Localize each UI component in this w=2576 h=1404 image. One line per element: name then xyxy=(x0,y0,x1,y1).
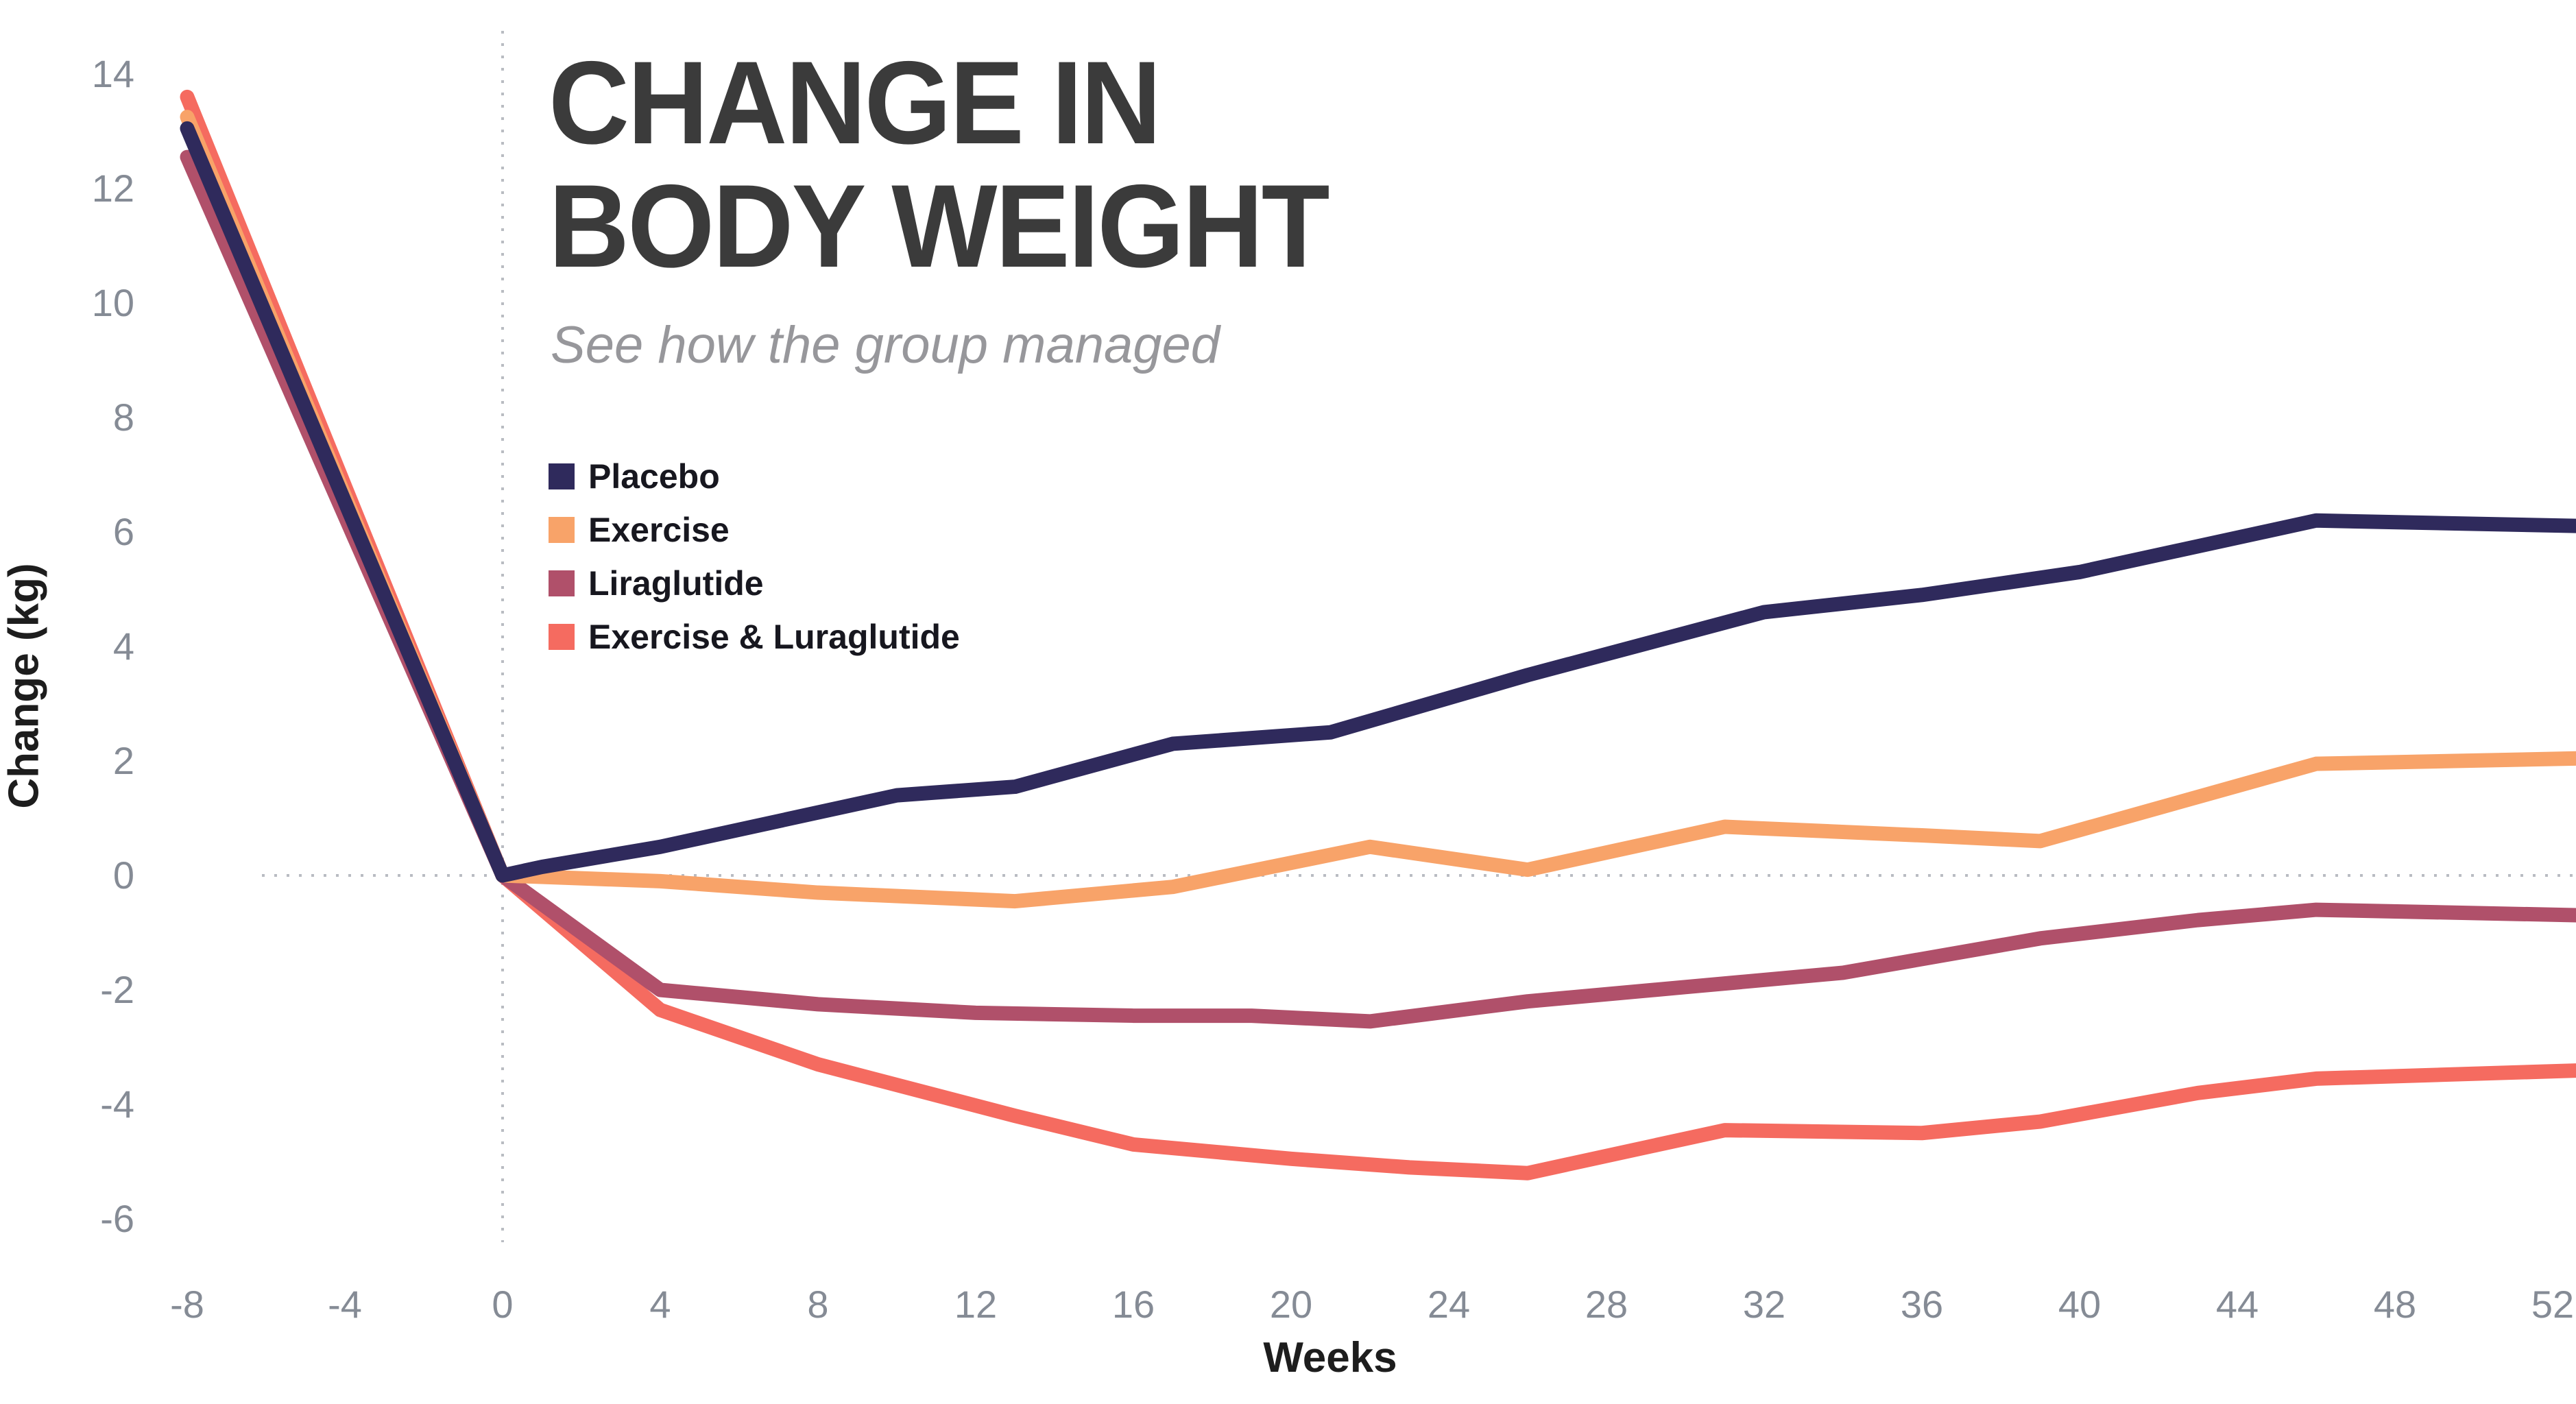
legend: Placebo Exercise Liraglutide Exercise & … xyxy=(549,450,960,664)
chart-title: CHANGE IN BODY WEIGHT xyxy=(549,41,1851,288)
series-line-exercise xyxy=(180,110,2576,909)
x-tick-label: 12 xyxy=(954,1283,997,1326)
legend-label-liraglutide: Liraglutide xyxy=(588,564,764,603)
x-tick-label: -8 xyxy=(170,1283,204,1326)
x-tick-label: 0 xyxy=(492,1283,513,1326)
legend-item-exercise-luraglutide: Exercise & Luraglutide xyxy=(549,610,960,664)
y-tick-label: 6 xyxy=(113,510,134,553)
x-tick-label: 8 xyxy=(807,1283,828,1326)
chart-title-line1: CHANGE IN xyxy=(549,37,1161,169)
legend-item-placebo: Placebo xyxy=(549,450,960,503)
y-tick-label: -2 xyxy=(100,968,134,1011)
x-tick-label: 48 xyxy=(2374,1283,2416,1326)
y-axis-title: Change (kg) xyxy=(0,563,48,809)
series-line-liraglutide xyxy=(180,149,2576,1029)
y-tick-label: 10 xyxy=(92,281,134,324)
legend-swatch-placebo xyxy=(549,463,575,489)
x-tick-label: 52 xyxy=(2531,1283,2574,1326)
x-tick-label: 32 xyxy=(1743,1283,1785,1326)
chart-subtitle: See how the group managed xyxy=(551,316,1220,374)
legend-swatch-exercise-luraglutide xyxy=(549,624,575,650)
legend-label-exercise-luraglutide: Exercise & Luraglutide xyxy=(588,618,960,656)
x-tick-label: 36 xyxy=(1901,1283,1943,1326)
legend-label-exercise: Exercise xyxy=(588,511,730,549)
legend-swatch-liraglutide xyxy=(549,570,575,596)
legend-item-liraglutide: Liraglutide xyxy=(549,557,960,610)
legend-item-exercise: Exercise xyxy=(549,503,960,557)
series-line-placebo xyxy=(180,121,2576,883)
x-tick-label: 24 xyxy=(1428,1283,1470,1326)
x-tick-label: 44 xyxy=(2216,1283,2259,1326)
y-tick-label: -6 xyxy=(100,1197,134,1240)
x-tick-label: 16 xyxy=(1112,1283,1155,1326)
x-tick-label: -4 xyxy=(328,1283,362,1326)
x-tick-label: 20 xyxy=(1270,1283,1312,1326)
x-tick-label: 28 xyxy=(1585,1283,1628,1326)
y-tick-label: 4 xyxy=(113,625,134,668)
y-tick-label: 8 xyxy=(113,396,134,439)
x-axis-title: Weeks xyxy=(1263,1334,1397,1381)
legend-swatch-exercise xyxy=(549,517,575,543)
y-tick-label: 2 xyxy=(113,739,134,782)
chart-title-line2: BODY WEIGHT xyxy=(549,160,1330,292)
legend-label-placebo: Placebo xyxy=(588,457,720,496)
x-tick-label: 4 xyxy=(649,1283,671,1326)
y-tick-label: 0 xyxy=(113,854,134,897)
y-tick-label: -4 xyxy=(100,1082,134,1126)
y-tick-label: 12 xyxy=(92,167,134,210)
y-tick-label: 14 xyxy=(92,52,134,95)
series-line-exercise-luraglutide xyxy=(180,89,2576,1181)
x-tick-label: 40 xyxy=(2058,1283,2101,1326)
